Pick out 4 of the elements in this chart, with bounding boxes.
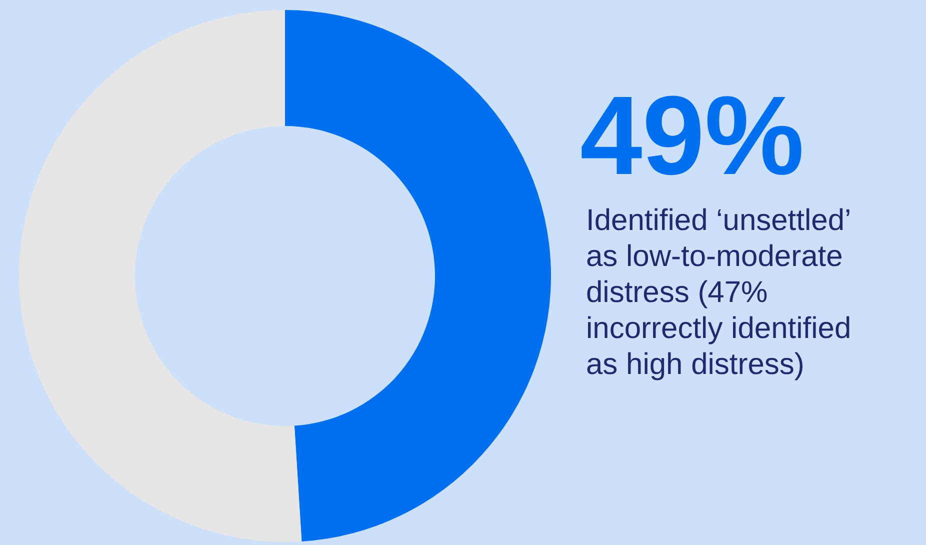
text: Identified ‘unsettled’ as low-to-moderate distress (47% incorrectly identified as high distress) [586, 204, 852, 381]
donut-slice [285, 10, 551, 542]
data-label: 49% [580, 73, 804, 198]
donut-slice [19, 10, 302, 542]
